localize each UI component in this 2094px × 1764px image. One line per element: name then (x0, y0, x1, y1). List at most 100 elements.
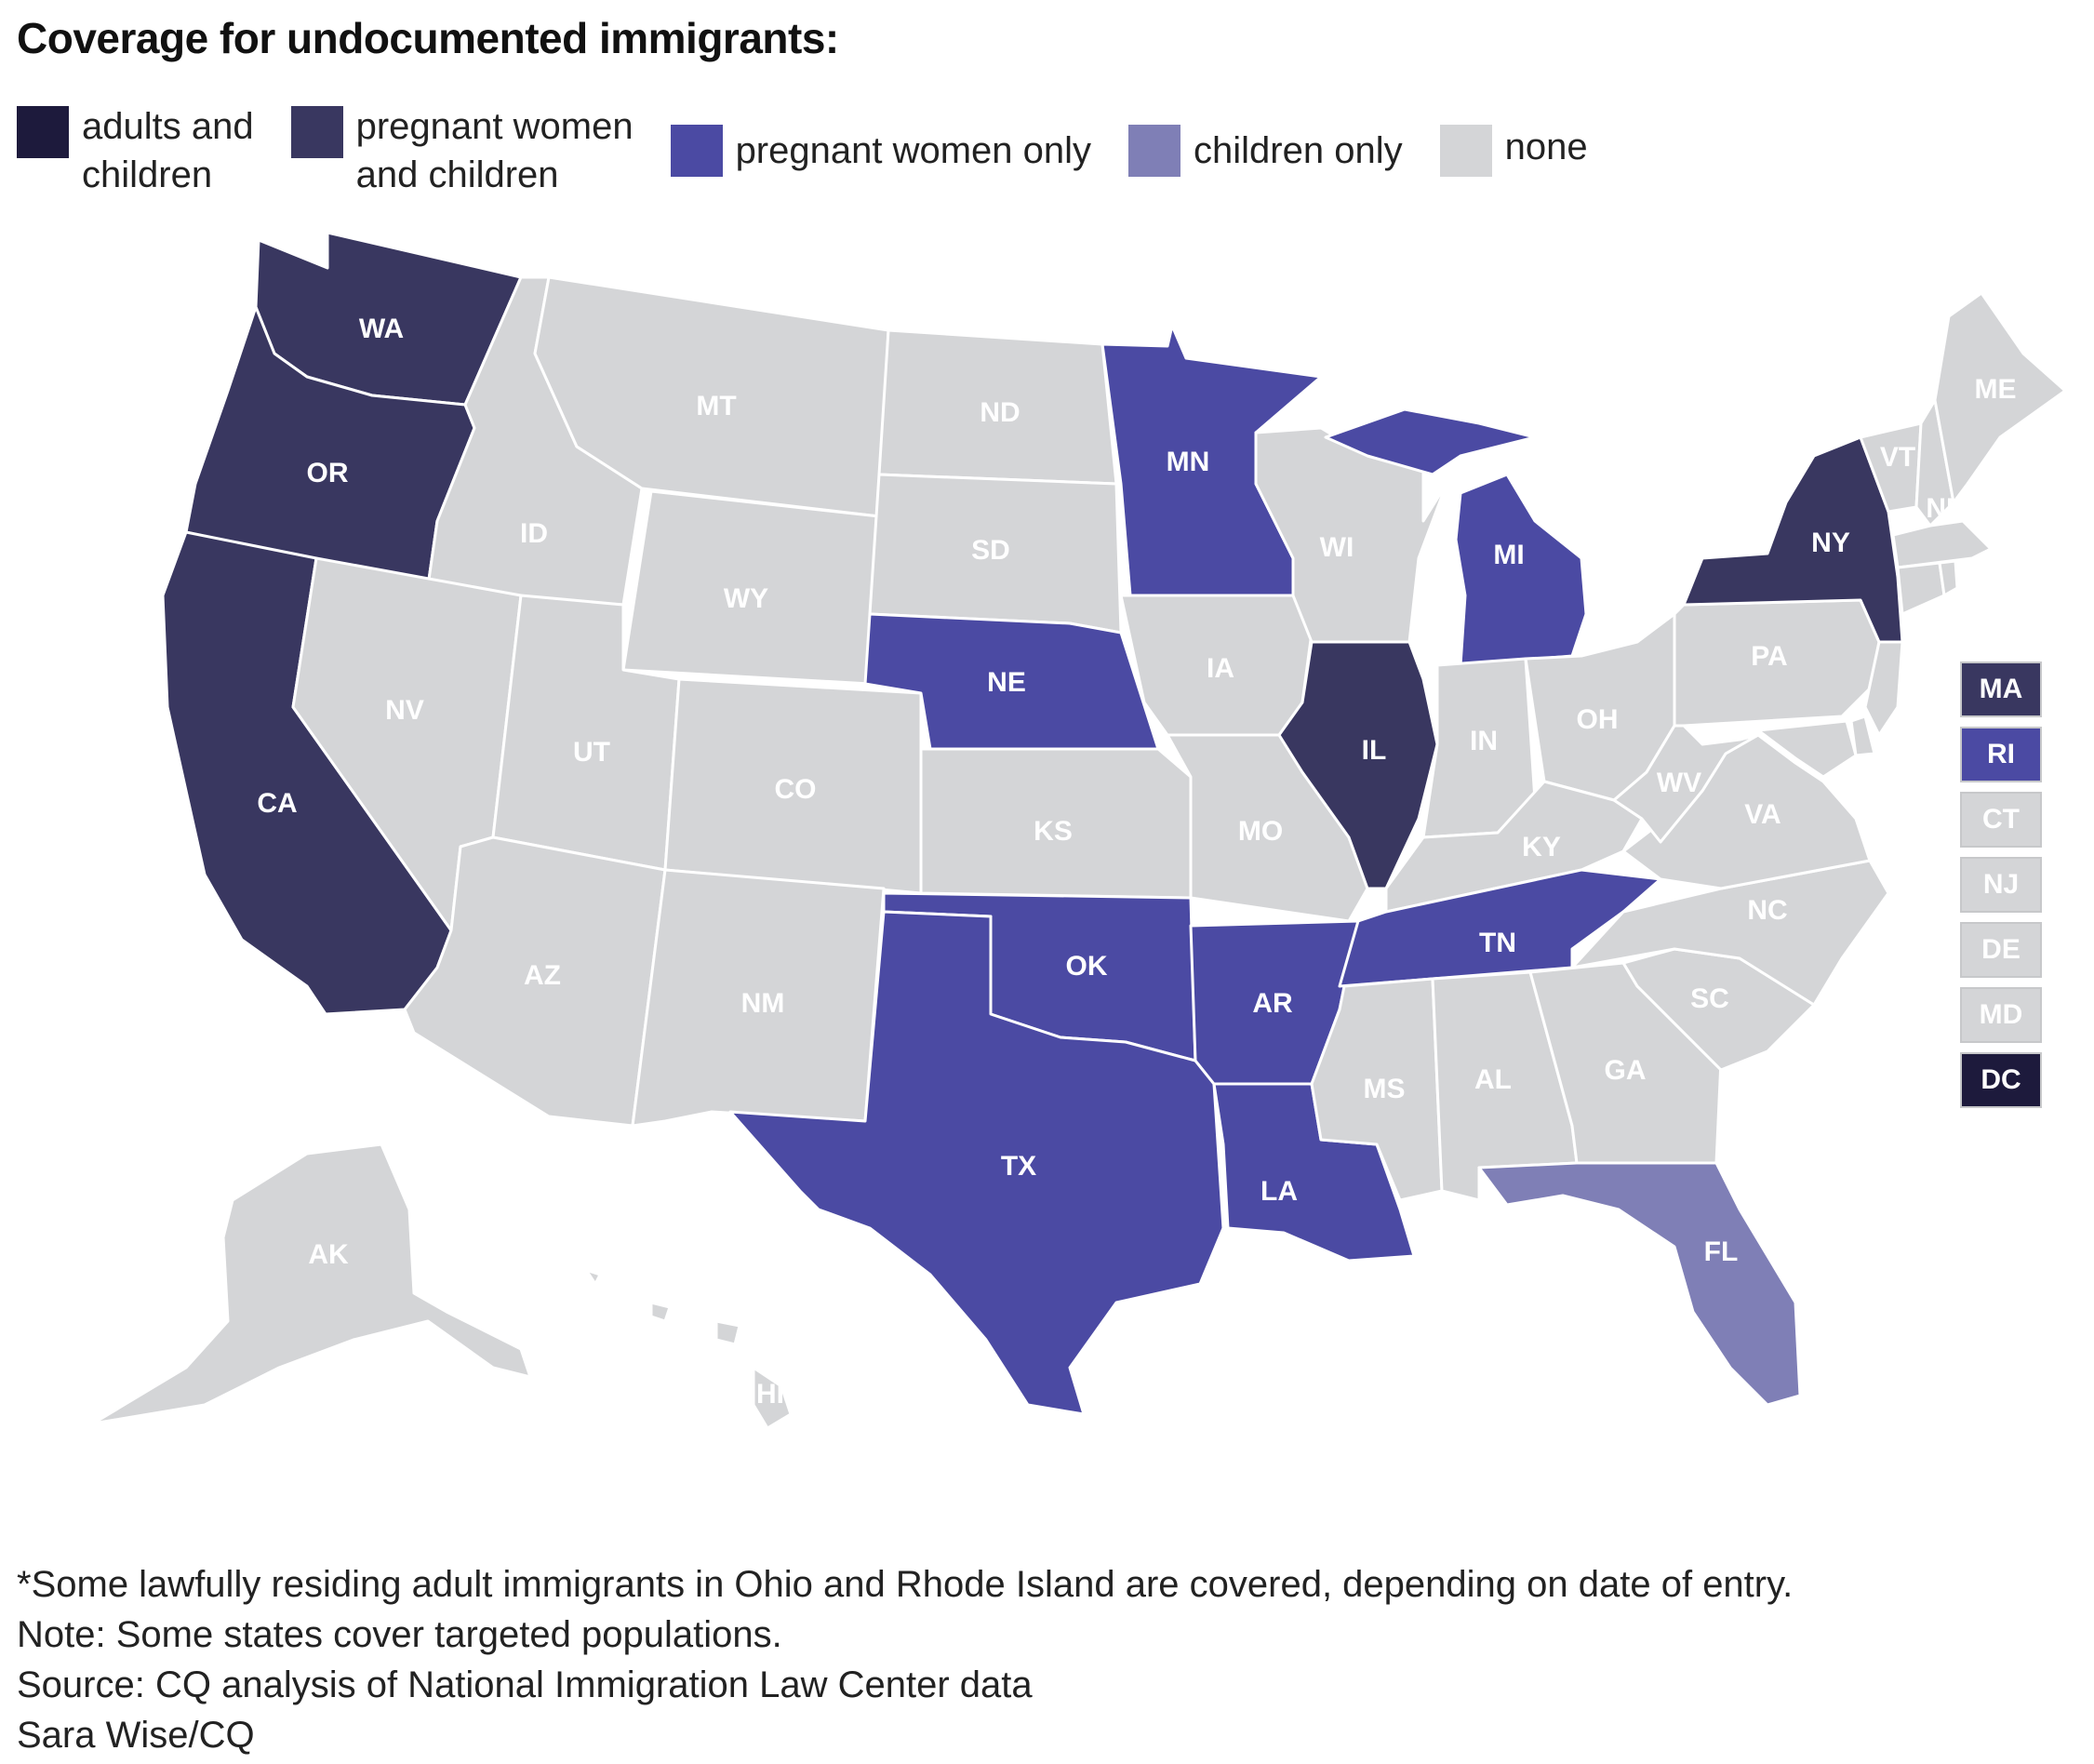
state-NM (631, 868, 886, 1128)
state-label-IA: IA (1207, 653, 1234, 684)
state-box-label-RI: RI (1987, 739, 2015, 769)
legend: adults and children pregnant women and c… (17, 102, 1625, 199)
state-label-TN: TN (1479, 928, 1516, 958)
state-box-MA (1960, 662, 2042, 717)
legend-label-line1: pregnant women only (735, 130, 1092, 171)
state-label-MT: MT (696, 391, 736, 421)
state-label-MN: MN (1167, 447, 1210, 477)
state-box-NJ (1960, 857, 2042, 913)
state-label-OR: OR (307, 458, 349, 488)
state-HI (584, 1268, 793, 1430)
legend-label-line2: children (82, 154, 213, 195)
state-box-label-DE: DE (1981, 934, 2021, 965)
state-label-MI: MI (1493, 540, 1524, 570)
state-label-GA: GA (1605, 1055, 1647, 1086)
state-label-WI: WI (1320, 532, 1354, 563)
state-MI (1324, 408, 1588, 667)
footnote: *Some lawfully residing adult immigrants… (17, 1564, 1794, 1605)
legend-swatch-children-only (1128, 125, 1181, 177)
state-box-CT (1960, 792, 2042, 848)
state-IL (1277, 640, 1439, 890)
state-label-AL: AL (1474, 1064, 1512, 1095)
state-label-UT: UT (573, 737, 610, 768)
legend-swatch-pregnant-women-and-children (290, 106, 343, 158)
legend-item-children-only: children only (1128, 125, 1403, 177)
legend-label-line1: pregnant women (355, 106, 634, 147)
state-label-PA: PA (1751, 641, 1787, 672)
state-label-WY: WY (724, 583, 768, 614)
state-label-NV: NV (385, 695, 424, 726)
state-label-MS: MS (1364, 1074, 1406, 1104)
state-label-SC: SC (1690, 983, 1729, 1014)
state-labels: WA OR CA ID NV MT WY UT AZ CO NM ND SD NE KS OK TX MN IA MO… (257, 314, 2016, 1410)
state-FL (1477, 1161, 1802, 1407)
state-label-ME: ME (1975, 374, 2017, 405)
state-label-HI: HI (756, 1379, 784, 1410)
state-RI (1938, 559, 1959, 597)
state-label-KY: KY (1522, 832, 1561, 862)
state-AK (91, 1143, 532, 1425)
legend-item-pregnant-women-only: pregnant women only (670, 125, 1092, 177)
legend-label-line1: children only (1194, 130, 1403, 171)
state-AZ (403, 835, 667, 1128)
state-ME (1933, 291, 2067, 504)
map-title: Coverage for undocumented immigrants: (17, 14, 839, 62)
credit: Sara Wise/CQ (17, 1715, 255, 1756)
us-map: WA OR CA ID NV MT WY UT AZ CO NM ND SD NE KS OK TX MN IA MO… (91, 231, 2067, 1430)
state-MD (1756, 719, 1858, 779)
state-label-ID: ID (520, 518, 548, 549)
state-box-label-NJ: NJ (1983, 869, 2019, 900)
state-box-DE (1960, 922, 2042, 978)
northeast-boxes: MA RI CT NJ DE MD DC (1960, 662, 2042, 1108)
state-label-IN: IN (1470, 726, 1498, 756)
state-label-NC: NC (1747, 895, 1787, 926)
state-box-label-MD: MD (1980, 999, 2023, 1030)
legend-item-adults-and-children: adults and children (17, 102, 254, 199)
state-label-NH: NH (1926, 493, 1966, 524)
source: Source: CQ analysis of National Immigrat… (17, 1664, 1033, 1705)
legend-swatch-pregnant-women-only (670, 125, 723, 177)
state-CT (1896, 561, 1946, 616)
state-box-label-MA: MA (1980, 674, 2023, 704)
state-label-KS: KS (1034, 816, 1073, 847)
state-label-VA: VA (1744, 799, 1781, 830)
state-label-CO: CO (775, 774, 817, 805)
state-NH (1914, 398, 1955, 528)
note: Note: Some states cover targeted populat… (17, 1614, 782, 1655)
state-label-AK: AK (308, 1239, 349, 1270)
state-label-NY: NY (1811, 528, 1850, 558)
state-box-label-DC: DC (1981, 1064, 2021, 1095)
state-TX (728, 910, 1225, 1416)
state-label-NM: NM (741, 988, 785, 1019)
state-label-SD: SD (971, 535, 1010, 566)
state-label-MO: MO (1238, 816, 1283, 847)
legend-item-none: none (1439, 123, 1588, 177)
state-label-FL: FL (1704, 1236, 1739, 1267)
notes: *Some lawfully residing adult immigrants… (17, 1559, 1793, 1760)
state-label-NE: NE (987, 667, 1026, 698)
state-box-RI (1960, 727, 2042, 782)
legend-swatch-none (1439, 125, 1492, 177)
state-label-AZ: AZ (524, 960, 561, 991)
state-label-LA: LA (1260, 1176, 1298, 1207)
state-box-DC (1960, 1052, 2042, 1108)
state-WV (1612, 724, 1760, 844)
state-label-WA: WA (359, 314, 404, 344)
legend-label-line2: and children (355, 154, 559, 195)
state-label-OH: OH (1577, 704, 1619, 735)
legend-item-pregnant-women-and-children: pregnant women and children (290, 102, 634, 199)
state-DE (1849, 715, 1876, 757)
state-label-AR: AR (1252, 988, 1293, 1019)
state-label-ND: ND (980, 397, 1020, 428)
legend-label-line1: none (1504, 127, 1588, 167)
legend-label-line1: adults and (82, 106, 254, 147)
state-MA (1891, 519, 1993, 569)
state-label-OK: OK (1066, 951, 1108, 982)
state-label-WV: WV (1657, 768, 1701, 798)
state-label-CA: CA (257, 788, 297, 819)
state-box-MD (1960, 987, 2042, 1043)
state-label-VT: VT (1880, 442, 1915, 473)
state-box-label-CT: CT (1982, 804, 2020, 835)
state-label-IL: IL (1362, 735, 1387, 766)
state-NC (1570, 859, 1890, 1007)
